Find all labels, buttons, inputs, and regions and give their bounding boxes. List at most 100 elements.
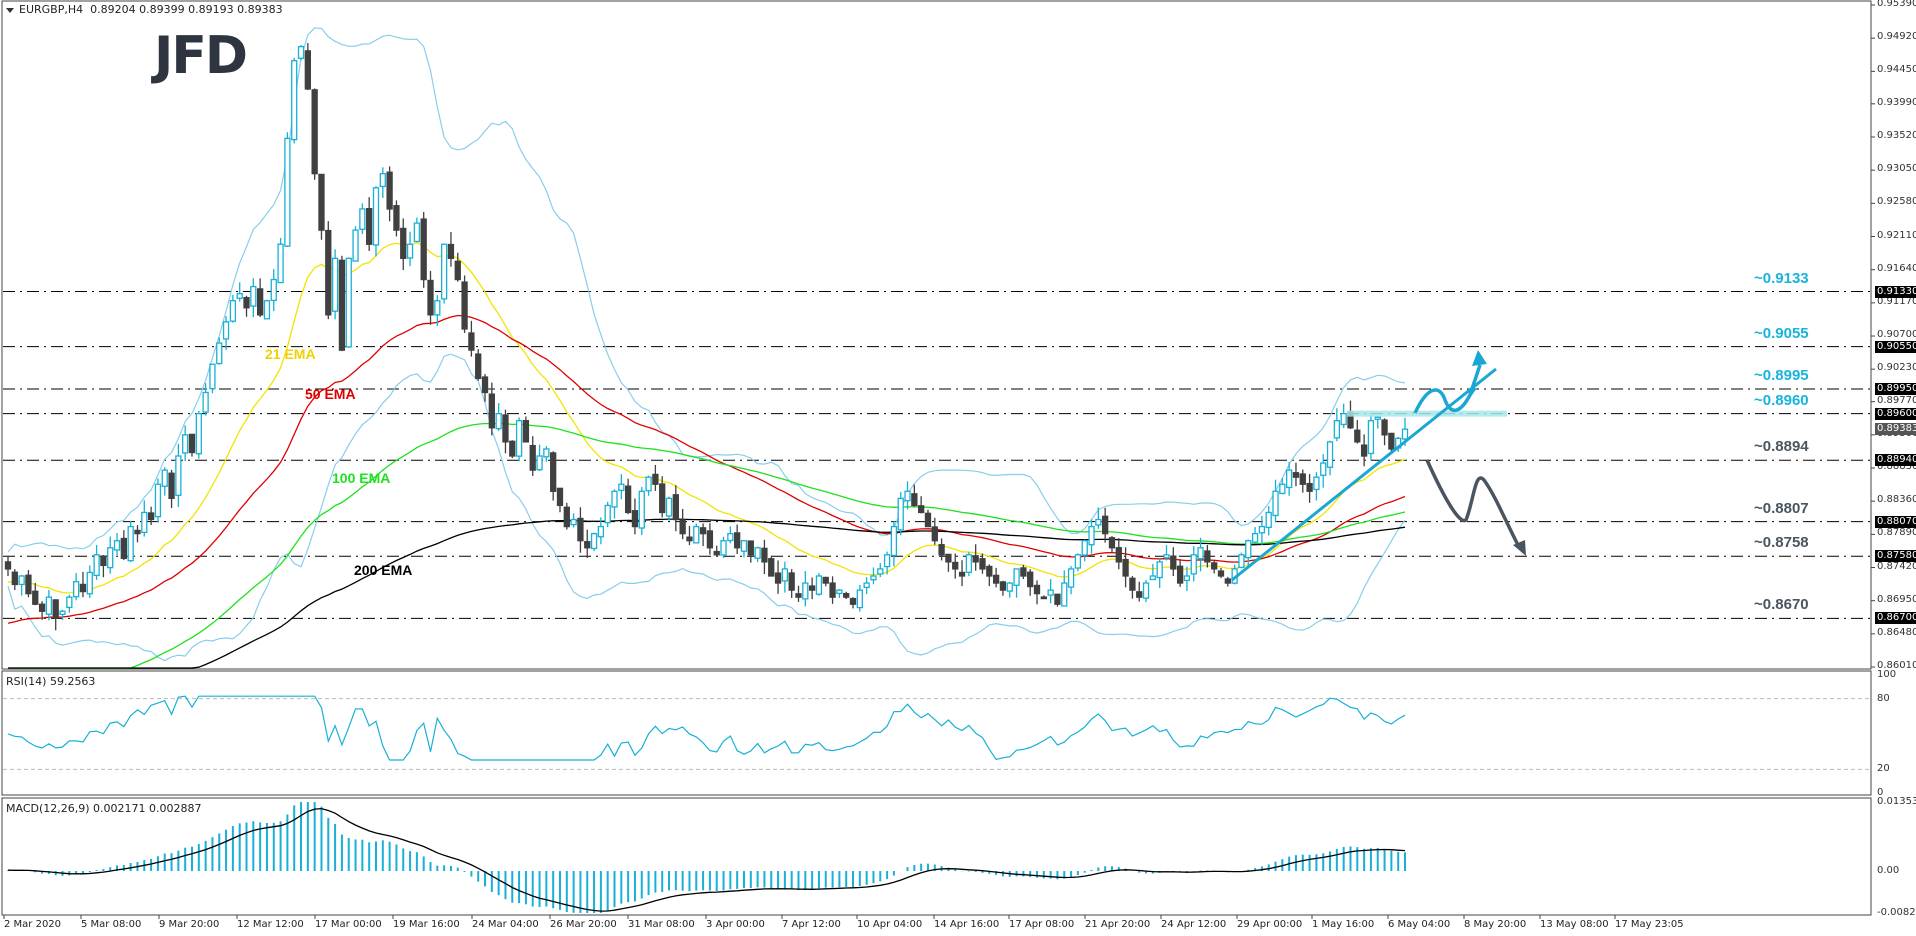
bull-candle [1183, 575, 1191, 582]
bull-candle [413, 222, 421, 243]
bull-candle [604, 504, 611, 524]
bear-candle [1388, 432, 1395, 450]
bear-scenario-path [1425, 459, 1520, 546]
bull-candle [18, 575, 25, 586]
bear-candle [761, 547, 768, 563]
symbol-header: EURGBP,H4 0.89204 0.89399 0.89193 0.8938… [6, 3, 283, 16]
bear-candle [420, 218, 427, 281]
bull-candle [1401, 428, 1409, 440]
rsi-indicator [3, 695, 1871, 770]
rsi-axis-tick: 0 [1877, 787, 1884, 798]
bear-candle [11, 571, 18, 586]
bull-candle [222, 321, 230, 340]
ema-200-line [8, 518, 1406, 669]
resistance-zone [1347, 410, 1507, 417]
bear-candle [1299, 473, 1306, 485]
bull-candle [379, 173, 386, 188]
bull-candle [897, 497, 904, 531]
bull-candle [229, 300, 237, 322]
bear-candle [808, 585, 816, 591]
bull-candle [1245, 540, 1252, 559]
bear-candle [788, 572, 795, 591]
bull-candle [1238, 554, 1245, 568]
level-label: ~0.8894 [1754, 438, 1809, 456]
bull-candle [406, 243, 414, 259]
ema-label: 200 EMA [354, 562, 413, 578]
bear-candle [468, 332, 475, 351]
bear-candle [652, 473, 659, 485]
level-label: ~0.9133 [1754, 269, 1809, 287]
bear-candle [4, 561, 12, 570]
bear-candle [563, 506, 570, 528]
price-tick: 0.86950 [1877, 593, 1916, 605]
bull-candle [536, 455, 543, 471]
time-tick: 2 Mar 2020 [4, 919, 62, 930]
bull-candle [645, 476, 652, 492]
bull-candle [263, 300, 271, 320]
bear-candle [1224, 578, 1231, 584]
bear-candle [924, 512, 932, 528]
bull-candle [113, 540, 121, 551]
bear-candle [556, 487, 564, 507]
bull-candle [740, 540, 748, 552]
time-tick: 8 May 20:00 [1464, 919, 1527, 930]
bear-candle [686, 536, 693, 542]
bull-candle [250, 285, 257, 307]
bull-candle [1149, 575, 1157, 581]
time-tick: 17 May 23:05 [1615, 919, 1684, 930]
bull-arrow-head-icon [1472, 350, 1487, 366]
bull-candle [1081, 540, 1088, 556]
level-label: ~0.8995 [1754, 366, 1809, 384]
time-tick: 17 Mar 00:00 [315, 919, 382, 930]
bull-candle [863, 582, 870, 589]
bull-candle [543, 448, 550, 458]
collapse-triangle-icon[interactable] [6, 7, 14, 13]
macd-indicator [7, 802, 1406, 913]
price-tick: 0.93050 [1877, 163, 1916, 175]
price-tick: 0.88360 [1877, 494, 1916, 506]
price-tick: 0.92580 [1877, 196, 1916, 208]
bear-candle [550, 452, 557, 492]
bear-candle [918, 505, 925, 514]
ema-lines [7, 242, 1406, 669]
macd-axis-tick: 0.00 [1877, 865, 1900, 877]
bear-candle [999, 581, 1007, 591]
level-price-tag: 0.90550 [1875, 340, 1916, 353]
bull-candle [890, 525, 898, 557]
bull-candle [1374, 416, 1381, 420]
bull-candle [638, 490, 645, 529]
bear-candle [979, 558, 986, 570]
macd-panel-frame [1, 797, 1872, 916]
bear-candle [1360, 444, 1368, 457]
bear-candle [672, 494, 679, 521]
price-tick: 0.95390 [1877, 0, 1916, 9]
bear-candle [120, 537, 127, 559]
level-price-tag: 0.88940 [1875, 454, 1916, 467]
bull-candle [1320, 462, 1327, 476]
bear-arrow-head-icon [1513, 540, 1526, 556]
bear-candle [577, 517, 584, 542]
current-price-tag: 0.89383 [1875, 422, 1916, 435]
bull-candle [1095, 518, 1102, 526]
bull-candle [270, 278, 277, 302]
bear-candle [502, 414, 509, 443]
bull-candle [1074, 554, 1082, 569]
bear-candle [1136, 591, 1143, 598]
price-tick: 0.94920 [1877, 31, 1916, 43]
time-tick: 6 May 04:00 [1388, 919, 1451, 930]
bull-candle [720, 540, 727, 556]
macd-axis-tick: 0.013539 [1877, 796, 1916, 807]
bull-candle [611, 490, 618, 508]
bear-candle [529, 444, 536, 471]
bull-candle [359, 208, 366, 230]
level-price-tag: 0.89950 [1875, 382, 1916, 395]
level-label: ~0.8960 [1754, 391, 1809, 409]
time-tick: 12 Mar 12:00 [237, 919, 304, 930]
bull-candle [209, 363, 216, 390]
bull-candle [1340, 413, 1347, 426]
symbol-name: EURGBP,H4 [19, 3, 84, 16]
bear-candle [829, 582, 836, 598]
bull-candle [331, 257, 339, 312]
bear-candle [1129, 577, 1136, 591]
bear-candle [1108, 537, 1116, 549]
